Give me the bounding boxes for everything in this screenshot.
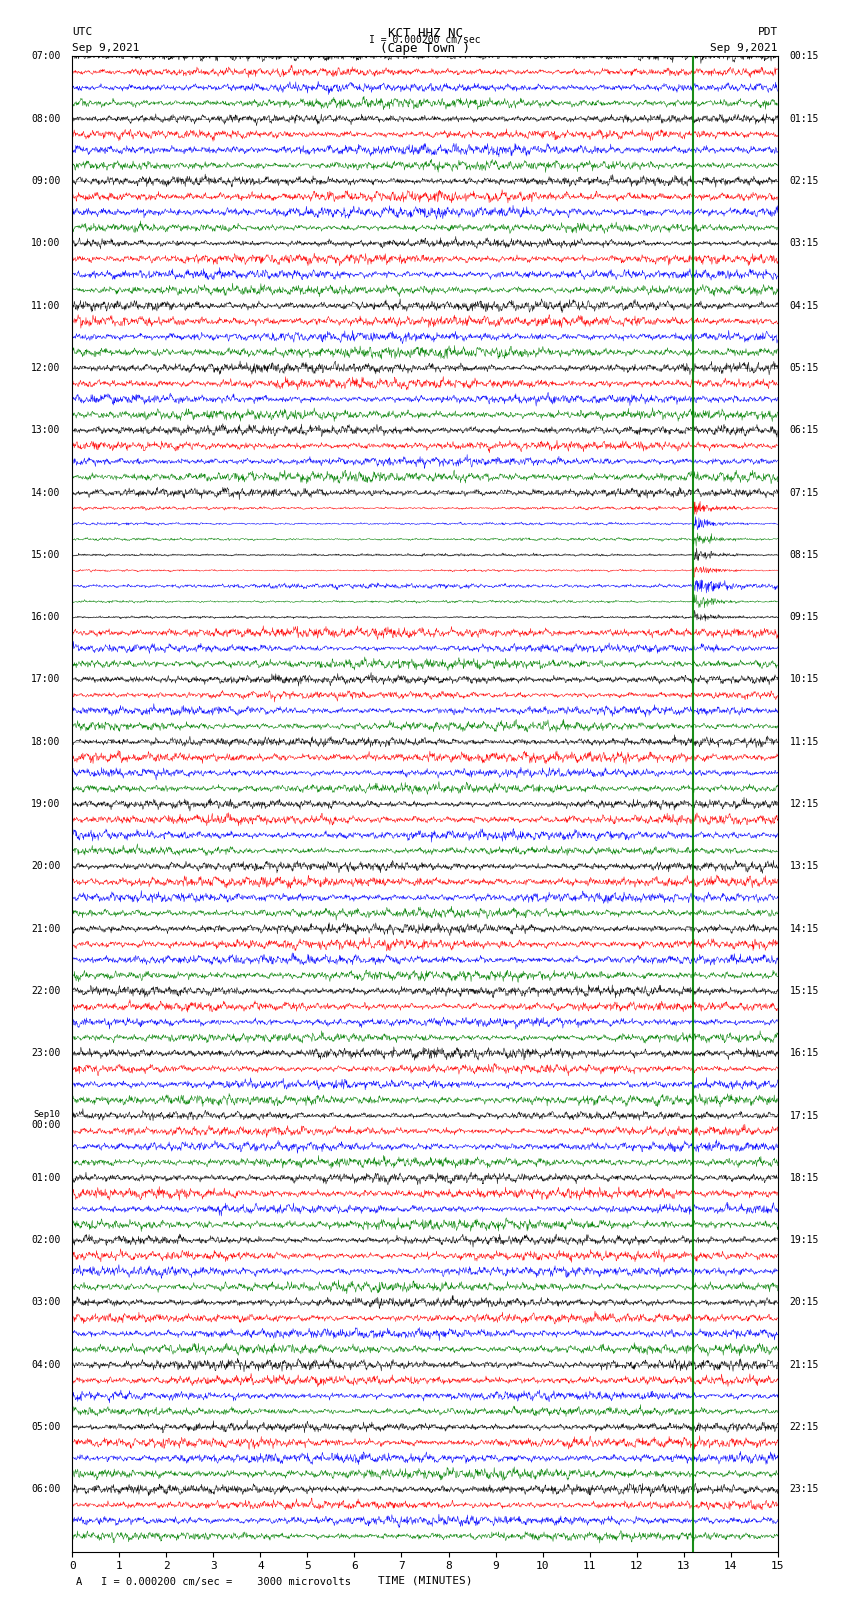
Text: 14:15: 14:15 (790, 924, 819, 934)
Text: 01:15: 01:15 (790, 115, 819, 124)
Text: 13:00: 13:00 (31, 426, 60, 436)
Text: 19:15: 19:15 (790, 1236, 819, 1245)
Text: 04:00: 04:00 (31, 1360, 60, 1369)
Text: 18:00: 18:00 (31, 737, 60, 747)
Text: 21:00: 21:00 (31, 924, 60, 934)
Text: 08:00: 08:00 (31, 115, 60, 124)
Text: 01:00: 01:00 (31, 1173, 60, 1182)
Text: 05:00: 05:00 (31, 1423, 60, 1432)
Text: PDT: PDT (757, 27, 778, 37)
Text: 23:15: 23:15 (790, 1484, 819, 1494)
Text: 16:00: 16:00 (31, 613, 60, 623)
Text: 04:15: 04:15 (790, 300, 819, 311)
Text: 03:15: 03:15 (790, 239, 819, 248)
Text: 00:00: 00:00 (31, 1119, 60, 1131)
Text: 05:15: 05:15 (790, 363, 819, 373)
Text: 22:00: 22:00 (31, 986, 60, 995)
X-axis label: TIME (MINUTES): TIME (MINUTES) (377, 1576, 473, 1586)
Text: 18:15: 18:15 (790, 1173, 819, 1182)
Text: 09:00: 09:00 (31, 176, 60, 185)
Text: 07:15: 07:15 (790, 487, 819, 497)
Text: UTC: UTC (72, 27, 93, 37)
Text: Sep 9,2021: Sep 9,2021 (711, 44, 778, 53)
Text: 19:00: 19:00 (31, 798, 60, 810)
Text: 15:15: 15:15 (790, 986, 819, 995)
Text: 11:15: 11:15 (790, 737, 819, 747)
Text: 14:00: 14:00 (31, 487, 60, 497)
Text: 12:15: 12:15 (790, 798, 819, 810)
Text: 16:15: 16:15 (790, 1048, 819, 1058)
Text: 20:00: 20:00 (31, 861, 60, 871)
Text: 12:00: 12:00 (31, 363, 60, 373)
Text: 02:00: 02:00 (31, 1236, 60, 1245)
Text: I = 0.000200 cm/sec: I = 0.000200 cm/sec (369, 35, 481, 45)
Text: 06:00: 06:00 (31, 1484, 60, 1494)
Text: 21:15: 21:15 (790, 1360, 819, 1369)
Text: 00:15: 00:15 (790, 52, 819, 61)
Text: 06:15: 06:15 (790, 426, 819, 436)
Text: 23:00: 23:00 (31, 1048, 60, 1058)
Text: 10:15: 10:15 (790, 674, 819, 684)
Text: 22:15: 22:15 (790, 1423, 819, 1432)
Text: Sep 9,2021: Sep 9,2021 (72, 44, 139, 53)
Text: 15:00: 15:00 (31, 550, 60, 560)
Text: 17:00: 17:00 (31, 674, 60, 684)
Text: 09:15: 09:15 (790, 613, 819, 623)
Text: 13:15: 13:15 (790, 861, 819, 871)
Text: 03:00: 03:00 (31, 1297, 60, 1308)
Text: Sep10: Sep10 (34, 1110, 60, 1118)
Text: 07:00: 07:00 (31, 52, 60, 61)
Text: 20:15: 20:15 (790, 1297, 819, 1308)
Text: 10:00: 10:00 (31, 239, 60, 248)
Text: 17:15: 17:15 (790, 1111, 819, 1121)
Text: 02:15: 02:15 (790, 176, 819, 185)
Text: 08:15: 08:15 (790, 550, 819, 560)
Title: KCT HHZ NC
(Cape Town ): KCT HHZ NC (Cape Town ) (380, 27, 470, 55)
Text: A   I = 0.000200 cm/sec =    3000 microvolts: A I = 0.000200 cm/sec = 3000 microvolts (76, 1578, 352, 1587)
Text: 11:00: 11:00 (31, 300, 60, 311)
